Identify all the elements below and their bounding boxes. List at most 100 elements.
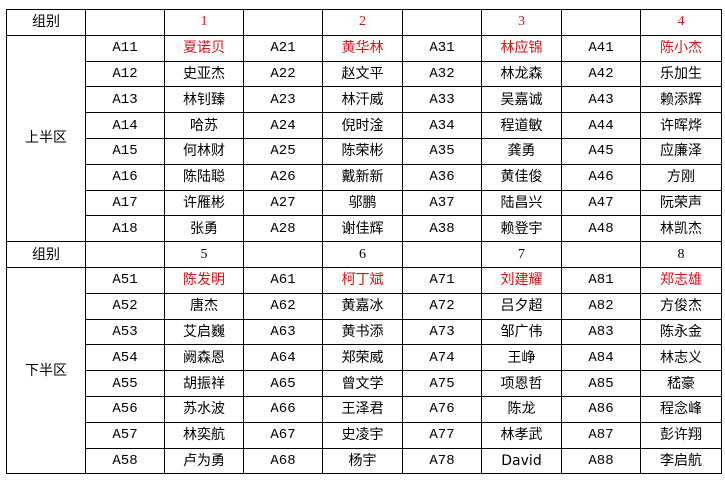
player-name: 林凯杰 bbox=[640, 215, 722, 243]
empty-cell bbox=[561, 9, 641, 36]
player-name: 陆昌兴 bbox=[481, 189, 562, 217]
group-number: 6 bbox=[322, 241, 403, 268]
seed-code: A28 bbox=[243, 215, 323, 243]
player-name: 郑荣威 bbox=[322, 344, 403, 372]
seed-code: A51 bbox=[85, 266, 165, 294]
seed-code: A68 bbox=[243, 447, 323, 475]
player-name: 乐加生 bbox=[640, 60, 722, 88]
player-name: 应廉泽 bbox=[640, 137, 722, 165]
player-name: 林钊臻 bbox=[164, 86, 244, 114]
player-row: A14 哈苏 A24 倪时淦 A34 程道敏 A44 许晖烨 bbox=[7, 112, 722, 139]
player-name: 何林财 bbox=[164, 137, 244, 165]
seed-code: A21 bbox=[243, 34, 323, 62]
seed-code: A57 bbox=[85, 421, 165, 449]
player-name: 阙森恩 bbox=[164, 344, 244, 372]
group-header-row: 组别 5 6 7 8 bbox=[6, 241, 722, 268]
seed-code: A75 bbox=[402, 370, 482, 397]
empty-cell bbox=[402, 241, 482, 268]
player-row: A17 许雁彬 A27 邬鹏 A37 陆昌兴 A47 阮荣声 bbox=[7, 189, 722, 217]
player-name: 许雁彬 bbox=[164, 189, 244, 217]
seed-code: A71 bbox=[402, 266, 482, 294]
seed-code: A84 bbox=[561, 344, 641, 372]
seed-code: A27 bbox=[243, 189, 323, 217]
player-name: 陈陆聪 bbox=[164, 163, 244, 191]
seed-code: A37 bbox=[402, 189, 482, 217]
player-name: 陈永金 bbox=[640, 318, 722, 346]
player-row: 上半区 A11 夏诺贝 A21 黄华林 A31 林应锦 A41 陈小杰 bbox=[6, 34, 722, 243]
player-row: A12 史亚杰 A22 赵文平 A32 林龙森 A42 乐加生 bbox=[7, 60, 722, 88]
player-name: 卢为勇 bbox=[164, 447, 244, 475]
player-name: 杨宇 bbox=[322, 447, 403, 475]
group-number: 5 bbox=[164, 241, 244, 268]
player-name: 林奕航 bbox=[164, 421, 244, 449]
player-name: 邬鹏 bbox=[322, 189, 403, 217]
seed-code: A76 bbox=[402, 395, 482, 423]
player-name: 吴嘉诚 bbox=[481, 86, 562, 114]
area-label: 下半区 bbox=[6, 266, 86, 475]
player-name: 程念峰 bbox=[640, 395, 722, 423]
player-name: 曾文学 bbox=[322, 370, 403, 397]
seed-code: A72 bbox=[402, 292, 482, 320]
seed-code: A11 bbox=[85, 34, 165, 62]
player-name: 胡振祥 bbox=[164, 370, 244, 397]
player-name: 陈小杰 bbox=[640, 34, 722, 62]
player-name: 林志义 bbox=[640, 344, 722, 372]
seed-code: A47 bbox=[561, 189, 641, 217]
player-name: 吕夕超 bbox=[481, 292, 562, 320]
seed-code: A54 bbox=[85, 344, 165, 372]
player-name: 陈发明 bbox=[164, 266, 244, 294]
seed-code: A12 bbox=[85, 60, 165, 88]
seed-code: A65 bbox=[243, 370, 323, 397]
player-name: 黄嘉冰 bbox=[322, 292, 403, 320]
player-name: 唐杰 bbox=[164, 292, 244, 320]
seed-code: A83 bbox=[561, 318, 641, 346]
seed-code: A53 bbox=[85, 318, 165, 346]
seed-code: A61 bbox=[243, 266, 323, 294]
seed-code: A63 bbox=[243, 318, 323, 346]
player-name: 方俊杰 bbox=[640, 292, 722, 320]
seed-code: A81 bbox=[561, 266, 641, 294]
player-name: 邹广伟 bbox=[481, 318, 562, 346]
group-label: 组别 bbox=[6, 9, 86, 36]
player-name: 陈荣彬 bbox=[322, 137, 403, 165]
seed-code: A22 bbox=[243, 60, 323, 88]
seed-code: A86 bbox=[561, 395, 641, 423]
player-name: David bbox=[481, 447, 562, 475]
seed-code: A77 bbox=[402, 421, 482, 449]
seed-code: A64 bbox=[243, 344, 323, 372]
seed-code: A48 bbox=[561, 215, 641, 243]
seed-code: A52 bbox=[85, 292, 165, 320]
empty-cell bbox=[561, 241, 641, 268]
seed-code: A42 bbox=[561, 60, 641, 88]
group-number: 4 bbox=[640, 9, 722, 36]
player-name: 龚勇 bbox=[481, 137, 562, 165]
seed-code: A31 bbox=[402, 34, 482, 62]
player-row: A57 林奕航 A67 史凌宇 A77 林孝武 A87 彭许翔 bbox=[7, 421, 722, 449]
empty-cell bbox=[243, 241, 323, 268]
seed-code: A58 bbox=[85, 447, 165, 475]
seed-code: A13 bbox=[85, 86, 165, 114]
player-name: 许晖烨 bbox=[640, 112, 722, 139]
seed-code: A23 bbox=[243, 86, 323, 114]
player-name: 程道敏 bbox=[481, 112, 562, 139]
player-name: 谢佳辉 bbox=[322, 215, 403, 243]
seed-code: A78 bbox=[402, 447, 482, 475]
player-name: 艾启巍 bbox=[164, 318, 244, 346]
player-name: 林孝武 bbox=[481, 421, 562, 449]
seed-code: A82 bbox=[561, 292, 641, 320]
player-row: A18 张勇 A28 谢佳辉 A38 赖登宇 A48 林凯杰 bbox=[7, 215, 722, 243]
seed-code: A17 bbox=[85, 189, 165, 217]
seed-code: A43 bbox=[561, 86, 641, 114]
empty-cell bbox=[85, 241, 165, 268]
player-name: 王峥 bbox=[481, 344, 562, 372]
seed-code: A46 bbox=[561, 163, 641, 191]
group-label: 组别 bbox=[6, 241, 86, 268]
player-row: A56 苏水波 A66 王泽君 A76 陈龙 A86 程念峰 bbox=[7, 395, 722, 423]
player-name: 郑志雄 bbox=[640, 266, 722, 294]
empty-cell bbox=[85, 9, 165, 36]
seed-code: A85 bbox=[561, 370, 641, 397]
player-name: 赖添辉 bbox=[640, 86, 722, 114]
player-name: 项恩哲 bbox=[481, 370, 562, 397]
seed-code: A14 bbox=[85, 112, 165, 139]
group-number: 7 bbox=[481, 241, 562, 268]
